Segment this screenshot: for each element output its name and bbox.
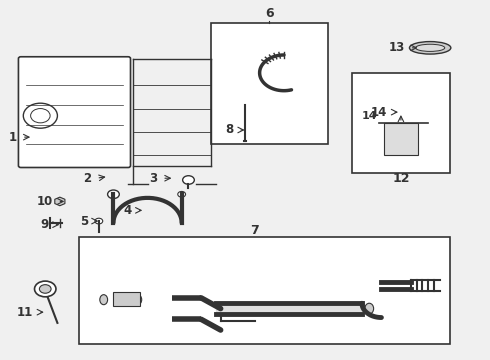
Ellipse shape <box>117 295 124 305</box>
Text: 14: 14 <box>371 105 387 119</box>
Circle shape <box>178 192 186 197</box>
Text: 8: 8 <box>225 123 233 136</box>
Ellipse shape <box>410 41 451 54</box>
Text: 14: 14 <box>362 111 377 121</box>
Ellipse shape <box>100 295 108 305</box>
Ellipse shape <box>365 303 374 314</box>
Circle shape <box>183 176 195 184</box>
Circle shape <box>108 190 119 199</box>
Polygon shape <box>55 197 65 206</box>
Text: 7: 7 <box>250 224 259 237</box>
FancyBboxPatch shape <box>352 73 450 173</box>
Text: 1: 1 <box>9 131 17 144</box>
Text: 3: 3 <box>149 172 157 185</box>
FancyBboxPatch shape <box>384 123 418 155</box>
Circle shape <box>24 103 57 128</box>
Text: 5: 5 <box>80 215 88 228</box>
Bar <box>114 292 140 306</box>
FancyBboxPatch shape <box>19 57 130 167</box>
Text: 9: 9 <box>40 218 49 231</box>
FancyBboxPatch shape <box>79 237 450 344</box>
Text: 11: 11 <box>17 306 33 319</box>
Text: 6: 6 <box>265 8 274 21</box>
Text: 10: 10 <box>36 195 52 208</box>
Circle shape <box>34 281 56 297</box>
FancyBboxPatch shape <box>211 23 328 144</box>
Circle shape <box>30 109 50 123</box>
Text: 4: 4 <box>123 204 132 217</box>
Ellipse shape <box>416 44 445 51</box>
Text: 13: 13 <box>389 41 405 54</box>
Circle shape <box>39 285 51 293</box>
Circle shape <box>95 218 103 224</box>
Text: 12: 12 <box>392 172 410 185</box>
Text: 2: 2 <box>83 172 92 185</box>
Ellipse shape <box>134 295 142 305</box>
